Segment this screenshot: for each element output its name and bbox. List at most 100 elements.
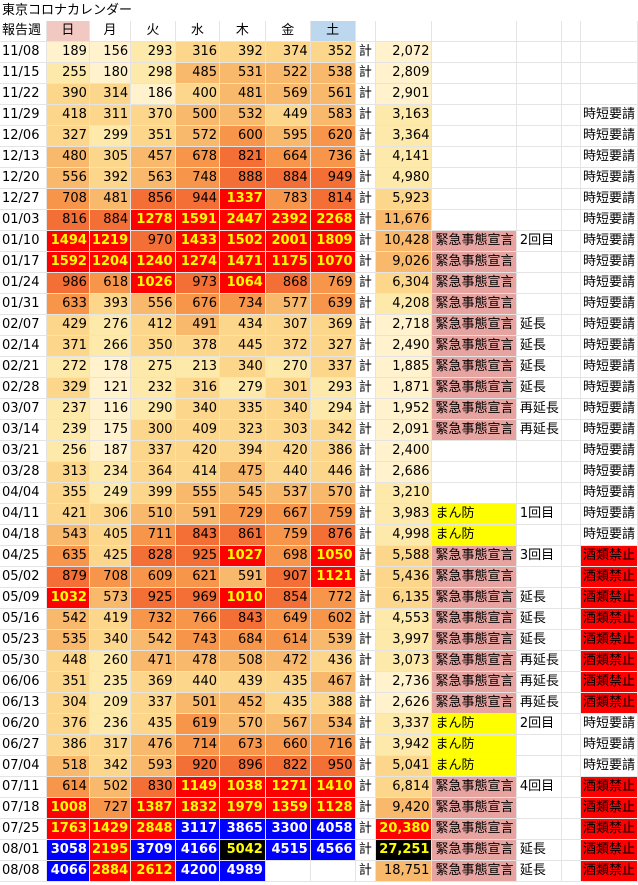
- value-cell-fri: 783: [265, 188, 311, 210]
- round-cell: [516, 461, 562, 483]
- shorten-cell: 時短要請: [580, 398, 638, 420]
- value-cell-wed: 1433: [175, 230, 221, 252]
- round-cell: [516, 188, 562, 210]
- value-cell-mon: 306: [89, 503, 132, 525]
- value-cell-tue: 1278: [130, 209, 176, 231]
- empty-cell: [561, 587, 581, 609]
- value-cell-wed: 378: [175, 335, 221, 357]
- value-cell-mon: 314: [89, 83, 132, 105]
- round-cell: 延長: [516, 587, 562, 609]
- value-cell-sat: 759: [310, 503, 356, 525]
- value-cell-fri: 440: [265, 461, 311, 483]
- shorten-cell: 時短要請: [580, 188, 638, 210]
- round-cell: [516, 272, 562, 294]
- value-cell-thu: 508: [219, 650, 266, 672]
- value-cell-wed: 920: [175, 755, 221, 777]
- value-cell-sun: 371: [46, 335, 90, 357]
- total-label-cell: 計: [355, 272, 377, 294]
- value-cell-sat: 950: [310, 755, 356, 777]
- total-label-cell: 計: [355, 62, 377, 84]
- value-cell-thu: 394: [219, 440, 266, 462]
- empty-cell: [561, 377, 581, 399]
- value-cell-sat: 337: [310, 356, 356, 378]
- declaration-cell: 緊急事態宣言: [431, 587, 517, 609]
- declaration-cell: [431, 62, 517, 84]
- value-cell-mon: 481: [89, 188, 132, 210]
- value-cell-wed: 500: [175, 104, 221, 126]
- value-cell-sat: 352: [310, 41, 356, 63]
- shorten-cell: 酒類禁止: [580, 839, 638, 861]
- total-label-cell: 計: [355, 671, 377, 693]
- total-label-cell: 計: [355, 209, 377, 231]
- value-cell-thu: 729: [219, 503, 266, 525]
- value-cell-thu: 600: [219, 125, 266, 147]
- declaration-cell: 緊急事態宣言: [431, 314, 517, 336]
- round-cell: 3回目: [516, 545, 562, 567]
- total-label-cell: 計: [355, 545, 377, 567]
- value-cell-wed: 843: [175, 524, 221, 546]
- empty-cell: [561, 545, 581, 567]
- value-cell-sat: 561: [310, 83, 356, 105]
- calendar-grid: 報告週 日 月 火 水 木 金 土 11/08 189 156 293 316 392 37…: [0, 21, 638, 882]
- empty-cell: [561, 125, 581, 147]
- week-cell: 05/30: [0, 650, 47, 672]
- declaration-cell: [431, 83, 517, 105]
- value-cell-thu: 861: [219, 524, 266, 546]
- value-cell-sun: 351: [46, 671, 90, 693]
- value-cell-thu: 340: [219, 356, 266, 378]
- value-cell-sat: 4566: [310, 839, 356, 861]
- value-cell-sat: 388: [310, 692, 356, 714]
- total-label-cell: 計: [355, 230, 377, 252]
- value-cell-wed: 925: [175, 545, 221, 567]
- value-cell-sat: 1410: [310, 776, 356, 798]
- declaration-cell: [431, 167, 517, 189]
- value-cell-tue: 510: [130, 503, 176, 525]
- table-row: 06/27 386 317 476 714 673 660 716 計 3,942 まん防 時短要請: [0, 734, 638, 756]
- value-cell-tue: 830: [130, 776, 176, 798]
- table-row: 01/31 633 393 556 676 734 577 639 計 4,208 緊急事態宣言 時短…: [0, 293, 638, 315]
- value-cell-sun: 708: [46, 188, 90, 210]
- round-cell: [516, 251, 562, 273]
- value-cell-tue: 3709: [130, 839, 176, 861]
- value-cell-sat: 1070: [310, 251, 356, 273]
- value-cell-wed: 743: [175, 629, 221, 651]
- round-cell: 再延長: [516, 419, 562, 441]
- header-day-thu: 木: [219, 21, 266, 42]
- value-cell-fri: 420: [265, 440, 311, 462]
- value-cell-fri: 759: [265, 524, 311, 546]
- value-cell-thu: 392: [219, 41, 266, 63]
- declaration-cell: 緊急事態宣言: [431, 860, 517, 882]
- value-cell-mon: 178: [89, 356, 132, 378]
- table-row: 03/21 256 187 337 420 394 420 386 計 2,400 時短要請: [0, 440, 638, 462]
- total-cell: 5,436: [375, 566, 433, 588]
- value-cell-mon: 236: [89, 713, 132, 735]
- shorten-cell: 酒類禁止: [580, 671, 638, 693]
- value-cell-thu: 734: [219, 293, 266, 315]
- table-row: 04/25 635 425 828 925 1027 698 1050 計 5,588 緊急事態宣言…: [0, 545, 638, 567]
- table-row: 04/04 355 249 399 555 545 537 570 計 3,210 時短要請: [0, 482, 638, 504]
- total-cell: 3,942: [375, 734, 433, 756]
- value-cell-sat: 4058: [310, 818, 356, 840]
- value-cell-thu: 445: [219, 335, 266, 357]
- table-row: 03/07 237 116 290 340 335 340 294 計 1,952 緊急事態宣言 再延…: [0, 398, 638, 420]
- empty-cell: [561, 776, 581, 798]
- shorten-cell: 時短要請: [580, 146, 638, 168]
- round-cell: [516, 440, 562, 462]
- total-cell: 2,072: [375, 41, 433, 63]
- total-label-cell: 計: [355, 818, 377, 840]
- week-cell: 04/25: [0, 545, 47, 567]
- shorten-cell: [580, 83, 638, 105]
- table-row: 02/14 371 266 350 378 445 372 327 計 2,490 緊急事態宣言 延長…: [0, 335, 638, 357]
- table-row: 07/04 518 342 593 920 896 822 950 計 5,041 まん防 時短要請: [0, 755, 638, 777]
- value-cell-fri: 664: [265, 146, 311, 168]
- value-cell-sun: 535: [46, 629, 90, 651]
- value-cell-wed: 491: [175, 314, 221, 336]
- declaration-cell: 緊急事態宣言: [431, 419, 517, 441]
- value-cell-fri: 660: [265, 734, 311, 756]
- value-cell-mon: 234: [89, 461, 132, 483]
- table-row: 01/03 816 884 1278 1591 2447 2392 2268 計 11,676 時短…: [0, 209, 638, 231]
- declaration-cell: 緊急事態宣言: [431, 377, 517, 399]
- round-cell: 再延長: [516, 398, 562, 420]
- value-cell-tue: 369: [130, 671, 176, 693]
- value-cell-thu: 1064: [219, 272, 266, 294]
